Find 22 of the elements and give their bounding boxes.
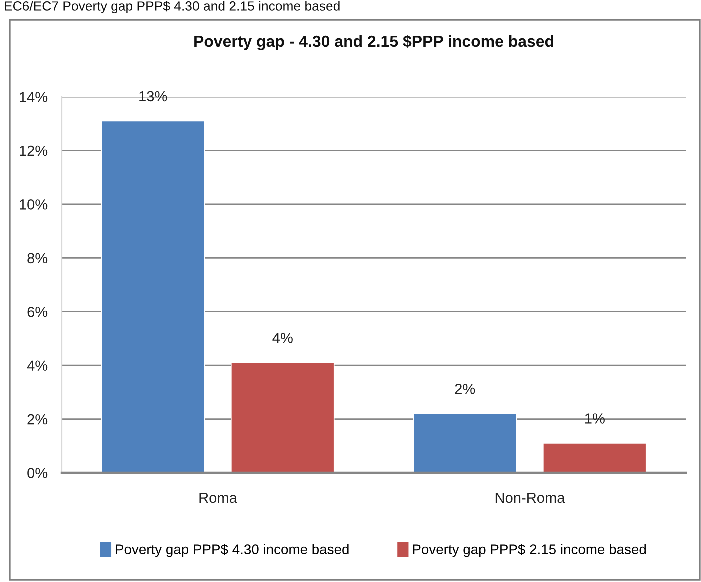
y-tick-label: 2% bbox=[28, 414, 48, 425]
y-tick-label: 0% bbox=[28, 468, 48, 478]
y-tick-label: 12% bbox=[20, 146, 48, 156]
y-tick-label: 8% bbox=[28, 253, 48, 264]
legend-label: Poverty gap PPP$ 2.15 income based bbox=[413, 544, 646, 558]
bar bbox=[542, 443, 647, 473]
data-label: 1% bbox=[585, 414, 605, 424]
bar bbox=[101, 120, 206, 473]
chart-title: Poverty gap - 4.30 and 2.15 $PPP income based bbox=[194, 35, 554, 50]
x-tick-label: Non-Roma bbox=[496, 492, 566, 504]
bar bbox=[230, 362, 335, 473]
data-label: 2% bbox=[455, 384, 476, 394]
y-tick-label: 6% bbox=[28, 306, 48, 318]
text: EC6/EC7 Poverty gap PPP$ 4.30 and 2.15 income based bbox=[5, 1, 340, 14]
data-label: 4% bbox=[272, 333, 293, 344]
y-tick-label: 4% bbox=[27, 360, 48, 371]
data-label: 13% bbox=[140, 91, 168, 102]
y-tick-label: 14% bbox=[20, 92, 48, 102]
x-tick-label: Roma bbox=[200, 492, 238, 504]
bar bbox=[413, 413, 518, 473]
legend-label: Poverty gap PPP$ 4.30 income based bbox=[116, 544, 349, 558]
y-tick-label: 10% bbox=[20, 200, 48, 210]
